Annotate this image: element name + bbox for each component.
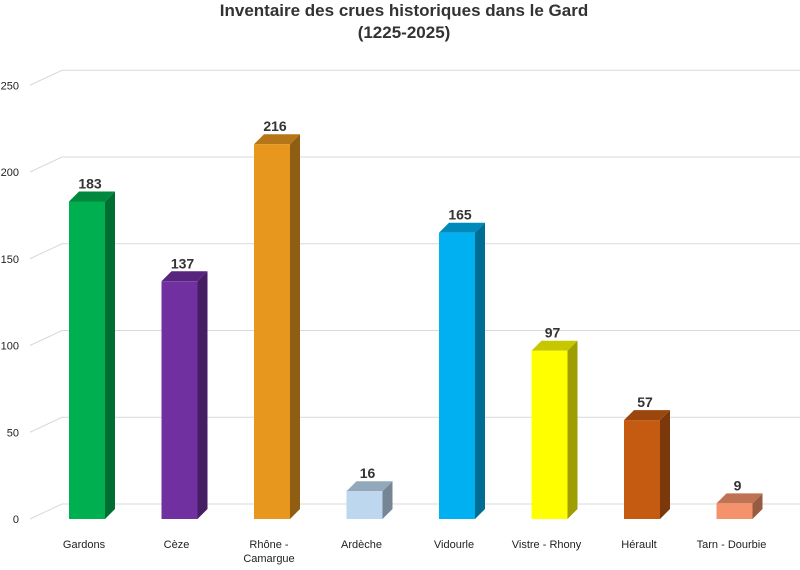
bar-5 xyxy=(439,222,485,519)
bar-top-face xyxy=(346,481,393,492)
x-category-label-4: Ardèche xyxy=(341,539,382,551)
chart-title-line-1: Inventaire des crues historiques dans le… xyxy=(220,1,588,20)
gridline-200 xyxy=(29,156,800,173)
chart-title: Inventaire des crues historiques dans le… xyxy=(220,1,588,42)
data-label-8: 9 xyxy=(734,477,742,493)
bar-2 xyxy=(161,271,208,519)
data-label-5: 165 xyxy=(448,207,472,223)
bar-top-face xyxy=(254,134,300,145)
bar-top-face xyxy=(716,493,763,504)
bar-top-face xyxy=(69,191,115,202)
bar-top-face xyxy=(161,271,208,282)
bar-side-face xyxy=(475,222,485,519)
bar-front-face xyxy=(69,201,105,519)
x-category-label-6: Vistre - Rhony xyxy=(512,539,582,551)
bars xyxy=(69,134,763,520)
bar-top-face xyxy=(439,222,485,233)
gridline-0 xyxy=(29,503,800,520)
bar-6 xyxy=(531,340,578,519)
data-label-6: 97 xyxy=(545,325,561,341)
y-axis-tick-labels: 0 50 100 150 200 250 xyxy=(1,80,19,526)
data-labels: 183 137 216 16 165 97 57 9 xyxy=(78,118,741,493)
y-tick-label-100: 100 xyxy=(1,341,19,353)
y-tick-label-200: 200 xyxy=(1,167,19,179)
data-label-1: 183 xyxy=(78,175,102,191)
gridline-150 xyxy=(29,243,800,260)
y-tick-label-50: 50 xyxy=(7,427,19,439)
bar-8 xyxy=(716,493,763,519)
bar-front-face xyxy=(254,144,290,520)
bar-side-face xyxy=(105,191,115,519)
y-tick-label-250: 250 xyxy=(1,80,19,92)
bar-top-face xyxy=(531,340,578,351)
bar-1 xyxy=(69,191,115,519)
gridline-100 xyxy=(29,330,800,346)
bar-7 xyxy=(624,410,670,519)
y-tick-label-150: 150 xyxy=(1,254,19,266)
data-label-7: 57 xyxy=(637,394,653,410)
x-category-label-5: Vidourle xyxy=(434,539,474,551)
bar-front-face xyxy=(531,350,568,519)
x-axis-category-labels: Gardons Cèze Rhône -Camargue Ardèche Vidourl… xyxy=(63,539,766,565)
bar-front-face xyxy=(161,281,198,519)
bar-side-face xyxy=(752,493,763,519)
data-label-4: 16 xyxy=(360,465,376,481)
gridline-50 xyxy=(29,416,800,433)
y-tick-label-0: 0 xyxy=(13,514,19,526)
data-label-2: 137 xyxy=(171,255,195,271)
x-category-label-3: Rhône -Camargue xyxy=(243,539,294,565)
data-label-3: 216 xyxy=(263,118,287,134)
bar-front-face xyxy=(346,491,383,519)
x-category-label-2: Cèze xyxy=(164,539,190,551)
bar-side-face xyxy=(382,481,393,519)
chart-title-line-2: (1225-2025) xyxy=(358,23,451,42)
bar-side-face xyxy=(660,410,670,519)
bar-front-face xyxy=(439,232,475,519)
bar-front-face xyxy=(624,420,660,519)
bar-side-face xyxy=(567,340,578,519)
grid-lines xyxy=(29,69,800,520)
x-category-label-7: Hérault xyxy=(621,539,656,551)
bar-side-face xyxy=(197,271,208,519)
x-category-label-8: Tarn - Dourbie xyxy=(697,539,767,551)
bar-4 xyxy=(346,481,393,519)
bar-front-face xyxy=(716,503,753,519)
bar-side-face xyxy=(290,134,300,520)
bar-3 xyxy=(254,134,300,520)
gridline-250 xyxy=(29,69,800,86)
bar-top-face xyxy=(624,410,670,421)
x-category-label-1: Gardons xyxy=(63,539,106,551)
